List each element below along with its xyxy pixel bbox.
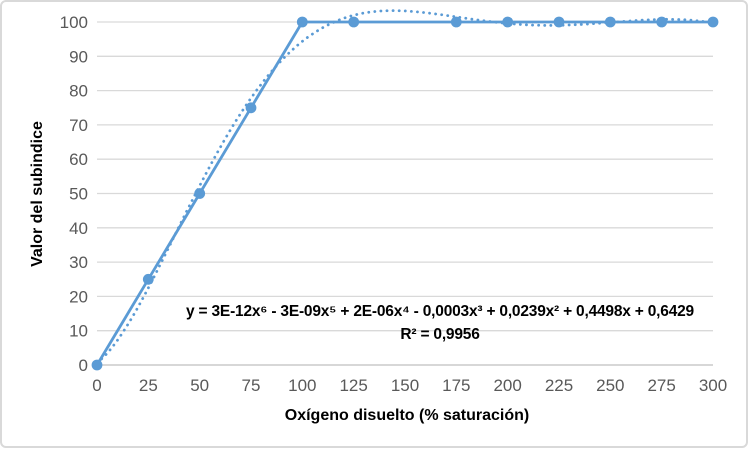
y-tick-label: 10 [69, 322, 88, 341]
data-point-marker [707, 16, 719, 28]
y-tick-label: 0 [79, 356, 88, 375]
data-point-marker [91, 359, 103, 371]
data-point-marker [348, 16, 360, 28]
x-tick-label: 25 [139, 376, 158, 395]
y-tick-label: 100 [60, 13, 88, 32]
y-tick-label: 60 [69, 150, 88, 169]
y-tick-label: 70 [69, 116, 88, 135]
y-tick-label: 80 [69, 82, 88, 101]
trendline-equation: y = 3E-12x⁶ - 3E-09x⁵ + 2E-06x⁴ - 0,0003… [186, 303, 694, 320]
data-point-marker [553, 16, 565, 28]
y-tick-label: 90 [69, 47, 88, 66]
x-tick-label: 125 [339, 376, 367, 395]
y-tick-label: 20 [69, 287, 88, 306]
data-point-marker [502, 16, 514, 28]
x-axis-title: Oxígeno disuelto (% saturación) [284, 407, 530, 424]
data-point-marker [142, 273, 154, 285]
y-axis-title: Valor del subindice [29, 121, 46, 267]
data-point-marker [194, 188, 206, 199]
x-tick-label: 100 [288, 376, 316, 395]
trendline-label: y = 3E-12x⁶ - 3E-09x⁵ + 2E-06x⁴ - 0,0003… [186, 301, 694, 346]
trendline-r-squared: R² = 0,9956 [400, 325, 480, 343]
x-tick-label: 175 [442, 376, 470, 395]
x-tick-label: 50 [190, 376, 209, 395]
x-tick-label: 0 [92, 376, 101, 395]
y-tick-label: 40 [69, 219, 88, 238]
x-tick-label: 200 [493, 376, 521, 395]
data-point-marker [450, 16, 462, 28]
y-tick-label: 30 [69, 253, 88, 272]
data-point-marker [296, 16, 308, 28]
x-tick-label: 225 [545, 376, 573, 395]
data-point-marker [604, 16, 616, 28]
x-tick-label: 150 [391, 376, 419, 395]
x-tick-label: 75 [242, 376, 261, 395]
y-tick-label: 50 [69, 185, 88, 204]
data-point-marker [245, 102, 257, 114]
x-tick-label: 250 [596, 376, 624, 395]
data-point-marker [656, 16, 668, 28]
x-tick-label: 275 [647, 376, 675, 395]
x-tick-label: 300 [699, 376, 727, 395]
